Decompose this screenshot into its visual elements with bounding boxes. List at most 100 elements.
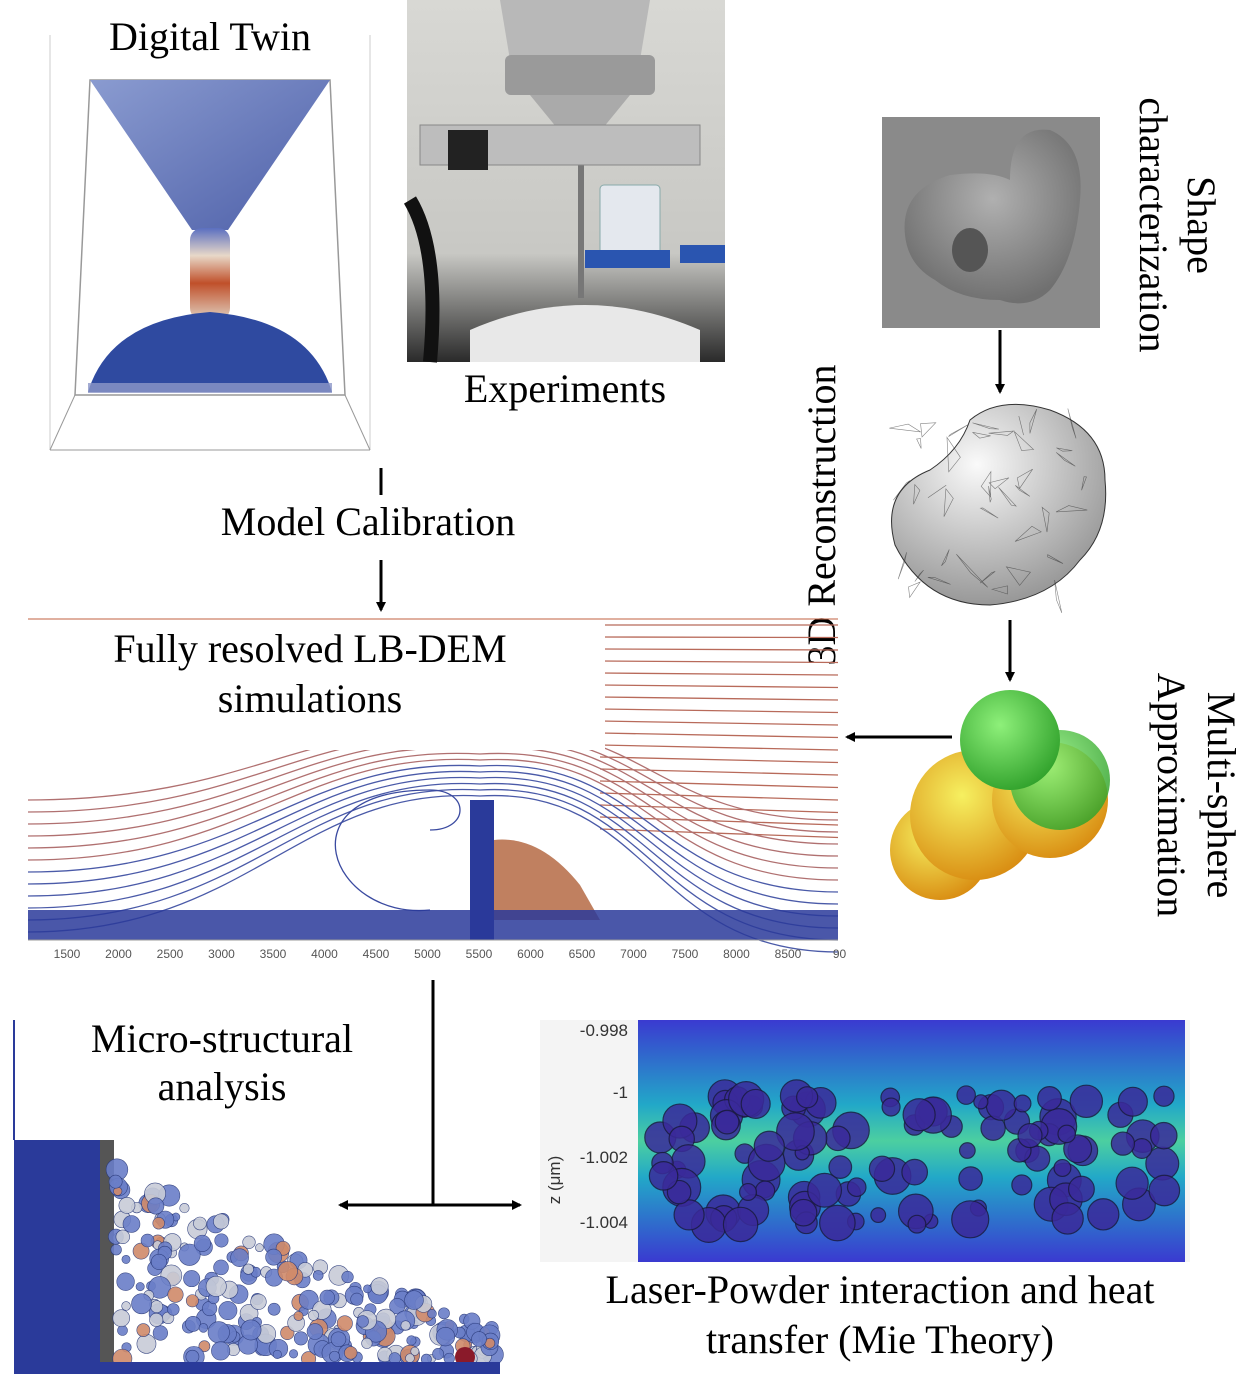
laser-particle <box>1131 1138 1153 1159</box>
particle <box>152 1325 168 1341</box>
laser-particle <box>714 1109 740 1135</box>
particle <box>242 1263 254 1275</box>
particle <box>265 1248 283 1266</box>
x-tick-label: 2500 <box>157 947 184 961</box>
mesh-edge <box>913 483 921 505</box>
mesh-edge <box>1016 468 1033 490</box>
particle <box>213 1259 229 1276</box>
laser-particle <box>973 1094 989 1110</box>
mesh-edge <box>1029 408 1038 434</box>
x-tick-label: 3500 <box>260 947 287 961</box>
micro-label-line: Micro-structural <box>91 1016 353 1061</box>
connectors <box>338 980 522 1210</box>
particle <box>361 1337 373 1349</box>
laser-particle <box>1053 1158 1072 1178</box>
mesh-edge <box>941 549 950 567</box>
laser-label-line: Laser-Powder interaction and heat <box>606 1267 1155 1312</box>
laser-particle <box>789 1198 818 1227</box>
x-tick-label: 90 <box>833 947 847 961</box>
shape-label-line: Shape <box>1179 176 1224 274</box>
mesh-edge <box>1005 566 1032 586</box>
streamline <box>599 672 839 676</box>
particle <box>117 1325 128 1336</box>
mesh-edge <box>908 581 921 599</box>
particle <box>149 1312 164 1327</box>
streamline <box>27 764 839 893</box>
particle <box>110 1244 122 1256</box>
particle <box>405 1353 415 1363</box>
mesh-edge <box>916 438 922 449</box>
particle <box>178 1243 201 1266</box>
particle <box>185 1349 200 1364</box>
x-tick-label: 3000 <box>208 947 235 961</box>
mesh-edge <box>972 422 999 430</box>
streamline <box>27 740 839 845</box>
y-tick-label: -1.002 <box>580 1148 628 1167</box>
particle <box>121 1301 131 1311</box>
mesh-edge <box>889 423 921 433</box>
particle <box>148 1276 171 1299</box>
laser-particle <box>1017 1122 1043 1149</box>
micro-panel: Micro-structural analysis <box>13 1016 504 1374</box>
particle <box>336 1315 353 1332</box>
x-ticks: 1500 2000 2500 3000 3500 4000 4500 5000 5500 6000… <box>54 947 847 961</box>
particle <box>410 1346 420 1356</box>
y-tick-label: -0.998 <box>580 1021 628 1040</box>
laser-particle <box>868 1155 896 1182</box>
particle <box>122 1215 141 1233</box>
particle <box>112 1309 131 1327</box>
streamline <box>599 660 839 664</box>
particle <box>344 1346 358 1360</box>
laser-particle <box>722 1206 759 1243</box>
particle <box>363 1284 372 1294</box>
particle <box>136 1334 157 1354</box>
laser-particle <box>1013 1094 1032 1113</box>
streamline <box>599 756 839 764</box>
streamline <box>599 648 839 651</box>
particle <box>356 1315 369 1328</box>
particle <box>211 1341 231 1361</box>
laser-particles <box>644 1079 1181 1243</box>
mesh-edge <box>893 480 910 501</box>
laser-particle <box>870 1207 887 1224</box>
particle <box>214 1233 229 1248</box>
particle <box>185 1315 201 1332</box>
reconstruction-label: 3D Reconstruction <box>799 364 844 665</box>
laser-particle <box>958 1166 983 1191</box>
experiments-label: Experiments <box>464 366 666 411</box>
mesh-edge <box>980 470 992 498</box>
x-tick-label: 2000 <box>105 947 132 961</box>
laser-particle <box>796 1086 819 1109</box>
x-tick-label: 4500 <box>363 947 390 961</box>
particle <box>400 1320 411 1331</box>
particle <box>213 1213 230 1230</box>
laser-particle <box>828 1155 853 1180</box>
particle <box>152 1217 165 1230</box>
particle <box>205 1275 227 1297</box>
particle <box>118 1197 136 1214</box>
mesh-edge <box>897 552 907 580</box>
x-tick-label: 8000 <box>723 947 750 961</box>
streamline <box>599 828 839 839</box>
particle <box>240 1319 262 1341</box>
lbdem-label-line: simulations <box>218 676 402 721</box>
particle <box>230 1248 249 1267</box>
mesh-panel: 3D Reconstruction <box>799 364 1107 682</box>
particle <box>147 1197 165 1215</box>
shape-panel: Shape characterization <box>882 97 1224 394</box>
particle <box>406 1335 417 1346</box>
x-tick-label: 8500 <box>775 947 802 961</box>
lbdem-label-line: Fully resolved LB-DEM <box>113 626 506 671</box>
x-tick-label: 4000 <box>311 947 338 961</box>
x-tick-label: 5500 <box>466 947 493 961</box>
particle <box>116 1272 135 1291</box>
mesh-edge <box>1013 431 1035 451</box>
calibration: Model Calibration <box>221 468 515 612</box>
x-tick-label: 6500 <box>569 947 596 961</box>
mesh-edge <box>927 485 947 498</box>
laser-particle <box>753 1130 785 1162</box>
streamline <box>599 804 839 814</box>
particle <box>272 1349 282 1359</box>
laser-particle <box>1087 1198 1120 1231</box>
